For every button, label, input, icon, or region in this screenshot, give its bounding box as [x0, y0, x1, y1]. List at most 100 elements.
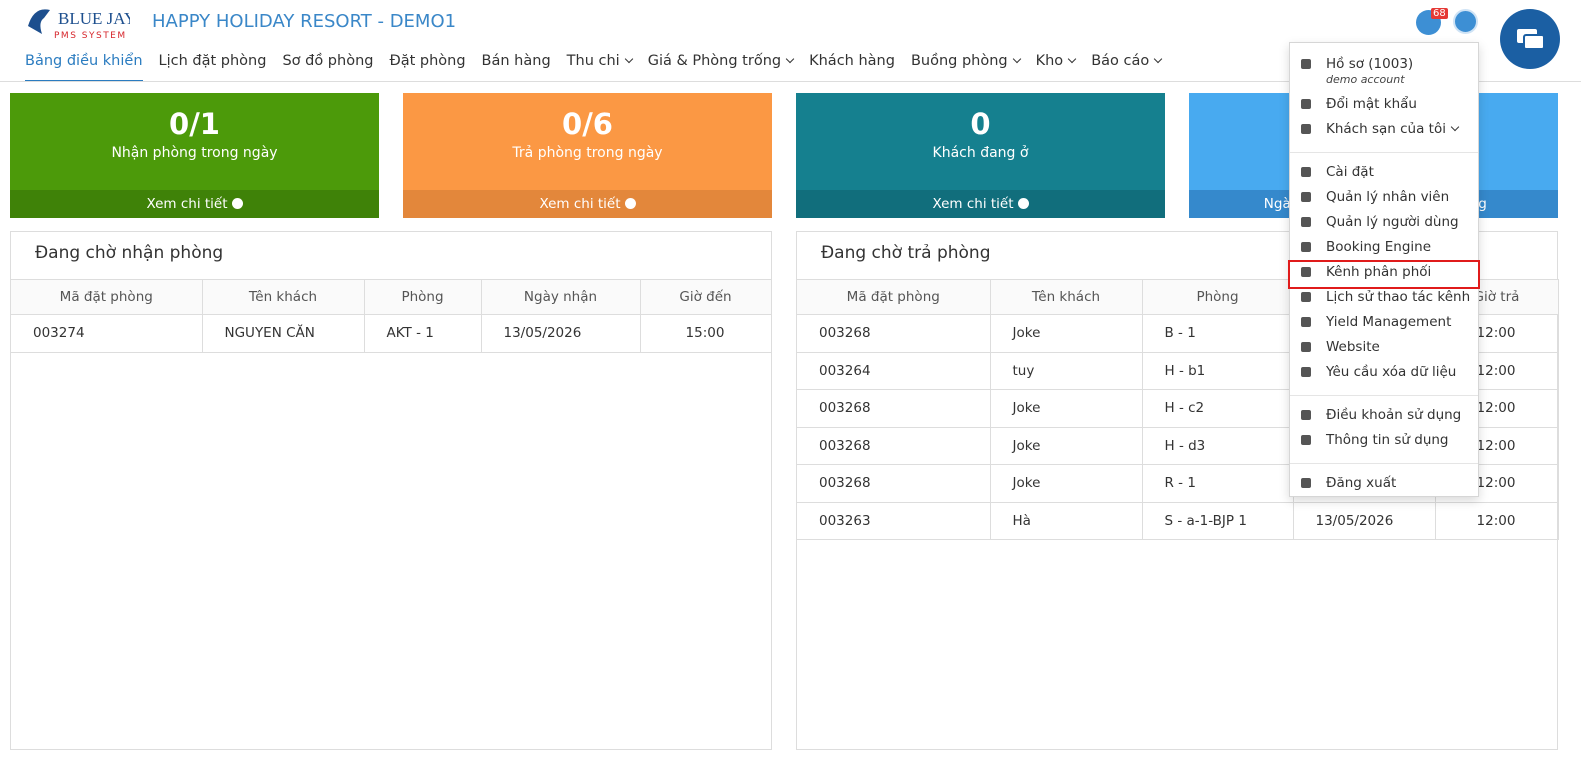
cell: 13/05/2026 [1293, 502, 1436, 540]
table-row[interactable]: 003263 Hà S - a-1-BJP 1 13/05/2026 12:00 [797, 502, 1559, 540]
menu-item[interactable]: Kênh phân phối [1288, 260, 1480, 289]
menu-icon [1301, 435, 1311, 445]
menu-item[interactable]: Hồ sơ (1003) demo account [1290, 54, 1478, 94]
stat-value: 0/1 [169, 107, 220, 141]
nav-item[interactable]: Báo cáo [1091, 50, 1161, 82]
cell: NGUYEN CĂN [202, 314, 365, 353]
panel-table: Mã đặt phòng Tên khách Phòng Ngày nhận Giờ đ… [11, 279, 772, 353]
stat-label: Nhận phòng trong ngày [111, 145, 278, 161]
menu-icon [1301, 192, 1311, 202]
header-row: Mã đặt phòng Tên khách Phòng Ngày nhận Giờ đ… [11, 279, 772, 315]
nav: Bảng điều khiển Lịch đặt phòng Sơ đồ phòng… [25, 50, 1161, 82]
cell: H - c2 [1142, 389, 1294, 428]
menu-label: Website [1326, 339, 1380, 355]
card-link[interactable]: Xem chi tiết [796, 196, 1165, 212]
menu-item[interactable]: Thông tin sử dụng [1290, 430, 1478, 455]
menu-label: Yield Management [1326, 314, 1452, 330]
menu-label: Quản lý nhân viên [1326, 189, 1450, 205]
menu-item[interactable]: Lịch sử thao tác kênh [1290, 287, 1478, 312]
menu-icon [1301, 267, 1311, 277]
menu-icon [1301, 242, 1311, 252]
menu-label: Hồ sơ (1003) [1326, 56, 1414, 72]
menu-item[interactable]: Đăng xuất [1290, 473, 1478, 498]
cell: 003268 [797, 464, 991, 503]
user-button[interactable] [1453, 9, 1478, 34]
menu-label: Đăng xuất [1326, 475, 1397, 491]
cell: 003268 [797, 314, 991, 353]
cell: Joke [990, 427, 1143, 465]
logo[interactable]: BLUE JAY PMS SYSTEM [24, 4, 130, 42]
menu-item[interactable]: Khách sạn của tôi [1290, 119, 1478, 144]
cell: 15:00 [640, 314, 772, 353]
menu-label: Đổi mật khẩu [1326, 96, 1417, 112]
cell: 003274 [11, 314, 203, 353]
menu-label: Lịch sử thao tác kênh [1326, 289, 1471, 305]
nav-item[interactable]: Đặt phòng [389, 53, 466, 69]
column-header: Phòng [1142, 279, 1294, 315]
menu-item[interactable]: Website [1290, 337, 1478, 362]
menu-item[interactable]: Yêu cầu xóa dữ liệu [1290, 362, 1478, 387]
nav-item[interactable]: Sơ đồ phòng [282, 53, 374, 69]
chat-icon [1517, 29, 1545, 50]
menu-item[interactable]: Đổi mật khẩu [1290, 94, 1478, 119]
header-border [0, 81, 1581, 82]
card-footer: Xem chi tiết [10, 190, 379, 218]
menu-label: Thông tin sử dụng [1326, 432, 1449, 448]
cell: Hà [990, 502, 1143, 540]
logo-bird [28, 9, 50, 34]
divider [1290, 395, 1478, 396]
menu-item[interactable]: Quản lý người dùng [1290, 212, 1478, 237]
nav-item[interactable]: Bảng điều khiển [25, 50, 143, 82]
header-row: Mã đặt phòng Tên khách Phòng Giờ trả [797, 279, 1559, 315]
cell: R - 1 [1142, 464, 1294, 503]
notification-badge: 68 [1431, 8, 1448, 19]
table-row[interactable]: 003274 NGUYEN CĂN AKT - 1 13/05/2026 15:00 [11, 314, 772, 353]
stat-value: 0/6 [562, 107, 613, 141]
cell: 003263 [797, 502, 991, 540]
card-footer: Xem chi tiết [796, 190, 1165, 218]
cell: 13/05/2026 [481, 314, 641, 353]
chat-button[interactable] [1500, 9, 1560, 69]
cell: H - d3 [1142, 427, 1294, 465]
menu-label: Điều khoản sử dụng [1326, 407, 1462, 423]
menu-label: Cài đặt [1326, 164, 1374, 180]
menu-item[interactable]: Cài đặt [1290, 162, 1478, 187]
menu-item[interactable]: Quản lý nhân viên [1290, 187, 1478, 212]
divider [1290, 463, 1478, 464]
menu-icon [1301, 124, 1311, 134]
nav-item[interactable]: Buồng phòng [911, 50, 1020, 82]
menu-item[interactable]: Yield Management [1290, 312, 1478, 337]
menu-label: Quản lý người dùng [1326, 214, 1459, 230]
menu-item[interactable]: Booking Engine [1290, 237, 1478, 262]
nav-item[interactable]: Giá & Phòng trống [648, 50, 793, 82]
thead: Mã đặt phòng Tên khách Phòng Ngày nhận Giờ đ… [11, 279, 772, 315]
menu-icon [1301, 342, 1311, 352]
nav-item[interactable]: Kho [1036, 50, 1076, 82]
column-header: Ngày nhận [481, 279, 641, 315]
card-link[interactable]: Xem chi tiết [10, 196, 379, 212]
stat-card: 0/1 Nhận phòng trong ngày Xem chi tiết [10, 93, 379, 218]
menu-icon [1301, 367, 1311, 377]
nav-item[interactable]: Thu chi [567, 50, 632, 82]
nav-item[interactable]: Bán hàng [481, 53, 551, 69]
menu-label: Kênh phân phối [1326, 264, 1432, 280]
tbody: 003268 Joke B - 1 12:00 003264 tuy H - b1 12:00… [797, 314, 1559, 540]
menu-item[interactable]: Điều khoản sử dụng [1290, 405, 1478, 430]
stat-label: Trả phòng trong ngày [512, 145, 663, 161]
nav-item[interactable]: Khách hàng [809, 53, 895, 69]
cell: H - b1 [1142, 352, 1294, 390]
cell: tuy [990, 352, 1143, 390]
thead: Mã đặt phòng Tên khách Phòng Giờ trả [797, 279, 1559, 315]
divider [1290, 152, 1478, 153]
column-header: Mã đặt phòng [797, 279, 991, 315]
nav-item[interactable]: Lịch đặt phòng [158, 53, 267, 69]
menu-label: Booking Engine [1326, 239, 1432, 255]
tbody: 003274 NGUYEN CĂN AKT - 1 13/05/2026 15:00 [11, 314, 772, 353]
menu-icon [1301, 410, 1311, 420]
cell: Joke [990, 464, 1143, 503]
cell: S - a-1-BJP 1 [1142, 502, 1294, 540]
column-header: Giờ đến [640, 279, 772, 315]
column-header: Phòng [364, 279, 482, 315]
card-link[interactable]: Xem chi tiết [403, 196, 772, 212]
